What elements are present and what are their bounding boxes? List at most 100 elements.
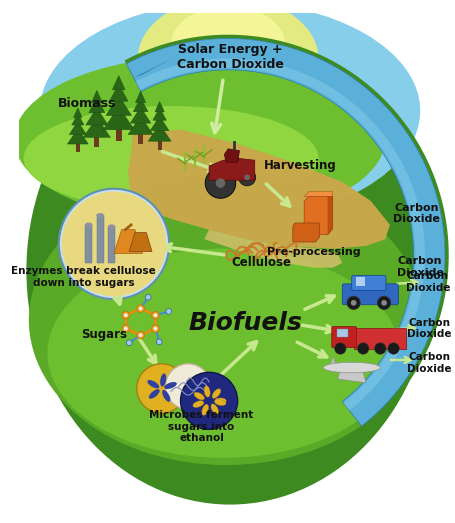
Ellipse shape <box>204 386 210 397</box>
Ellipse shape <box>215 400 226 405</box>
Polygon shape <box>155 101 164 112</box>
Bar <box>97 215 104 263</box>
Text: Harvesting: Harvesting <box>264 160 337 173</box>
Polygon shape <box>328 196 333 234</box>
Circle shape <box>388 343 399 354</box>
Circle shape <box>152 325 159 332</box>
Polygon shape <box>89 98 105 112</box>
Ellipse shape <box>160 373 166 386</box>
Polygon shape <box>128 130 390 248</box>
Polygon shape <box>330 356 336 366</box>
Text: Solar Energy +
Carbon Dioxide: Solar Energy + Carbon Dioxide <box>177 42 283 71</box>
Polygon shape <box>150 116 169 131</box>
Polygon shape <box>148 124 171 141</box>
Text: Microbes ferment
sugars into
ethanol: Microbes ferment sugars into ethanol <box>149 410 253 443</box>
Text: Pre-processing: Pre-processing <box>267 247 360 257</box>
Bar <box>157 139 162 150</box>
Circle shape <box>377 296 391 310</box>
Circle shape <box>358 343 369 354</box>
Circle shape <box>139 306 142 311</box>
Ellipse shape <box>138 0 318 120</box>
Ellipse shape <box>27 38 433 504</box>
Circle shape <box>153 313 157 317</box>
Ellipse shape <box>164 382 177 389</box>
Polygon shape <box>114 230 142 254</box>
Bar <box>108 227 115 263</box>
Ellipse shape <box>147 380 159 389</box>
Ellipse shape <box>215 398 226 404</box>
Circle shape <box>216 178 225 188</box>
Polygon shape <box>130 107 151 123</box>
Polygon shape <box>126 39 445 426</box>
Circle shape <box>374 343 386 354</box>
Circle shape <box>137 332 144 339</box>
Circle shape <box>139 333 142 337</box>
Ellipse shape <box>193 401 204 407</box>
Circle shape <box>157 339 162 345</box>
Polygon shape <box>328 367 336 373</box>
Polygon shape <box>129 233 152 252</box>
Circle shape <box>205 168 236 198</box>
Polygon shape <box>125 35 449 429</box>
Bar <box>76 142 80 152</box>
Circle shape <box>145 294 151 300</box>
Polygon shape <box>338 366 366 383</box>
Bar <box>94 135 99 147</box>
Ellipse shape <box>212 389 221 399</box>
Ellipse shape <box>149 389 160 399</box>
FancyBboxPatch shape <box>352 275 386 290</box>
Ellipse shape <box>24 106 318 211</box>
Text: Enzymes break cellulose
down into sugars: Enzymes break cellulose down into sugars <box>11 266 156 288</box>
Bar <box>116 127 121 141</box>
Circle shape <box>137 305 144 312</box>
Polygon shape <box>128 116 153 134</box>
Polygon shape <box>304 196 333 234</box>
Ellipse shape <box>162 390 171 402</box>
Text: Cellulose: Cellulose <box>232 256 291 269</box>
Polygon shape <box>209 158 255 180</box>
Circle shape <box>165 363 211 410</box>
Text: Carbon
Dioxide: Carbon Dioxide <box>408 352 452 373</box>
Ellipse shape <box>47 248 399 458</box>
Text: Biomass: Biomass <box>58 97 116 110</box>
Circle shape <box>351 300 357 306</box>
Polygon shape <box>86 108 108 125</box>
Polygon shape <box>110 84 128 101</box>
Circle shape <box>334 343 346 354</box>
Ellipse shape <box>194 392 204 400</box>
Text: Sugars: Sugars <box>81 328 127 341</box>
Polygon shape <box>69 121 86 134</box>
Polygon shape <box>91 90 102 103</box>
Ellipse shape <box>211 404 218 414</box>
Polygon shape <box>224 149 239 162</box>
Text: Carbon
Dioxide: Carbon Dioxide <box>393 203 440 224</box>
Polygon shape <box>103 107 134 130</box>
Ellipse shape <box>29 175 424 465</box>
Ellipse shape <box>14 56 385 222</box>
Bar <box>138 132 143 144</box>
Ellipse shape <box>202 404 208 415</box>
Text: Carbon
Dioxide: Carbon Dioxide <box>408 318 452 339</box>
Text: Carbon
Dioxide: Carbon Dioxide <box>397 256 444 278</box>
Circle shape <box>126 340 132 346</box>
Polygon shape <box>67 129 88 144</box>
Circle shape <box>181 372 238 429</box>
Polygon shape <box>74 108 82 118</box>
Ellipse shape <box>96 213 104 218</box>
Polygon shape <box>71 113 84 125</box>
Circle shape <box>166 309 172 314</box>
Circle shape <box>59 189 169 299</box>
Circle shape <box>381 300 387 306</box>
Ellipse shape <box>40 2 420 220</box>
Circle shape <box>122 311 130 319</box>
FancyBboxPatch shape <box>342 284 398 305</box>
Ellipse shape <box>171 6 285 82</box>
Circle shape <box>152 311 159 319</box>
Circle shape <box>62 191 166 296</box>
Text: Biofuels: Biofuels <box>188 311 302 335</box>
Circle shape <box>347 296 360 310</box>
Polygon shape <box>304 191 333 196</box>
Polygon shape <box>83 118 111 138</box>
Polygon shape <box>112 75 125 90</box>
FancyBboxPatch shape <box>332 327 357 348</box>
